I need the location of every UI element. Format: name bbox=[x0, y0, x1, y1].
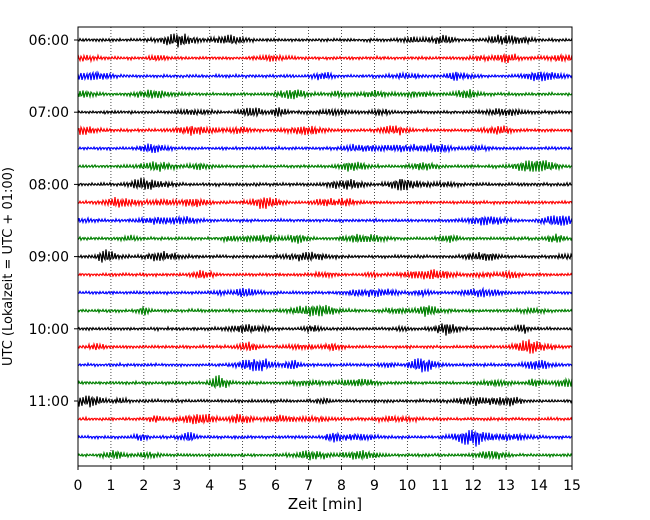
y-axis: 06:00 07:00 08:00 09:00 10:00 11:00 bbox=[29, 33, 78, 410]
trace-line bbox=[77, 89, 573, 100]
x-axis: 0 1 2 3 4 5 6 7 8 9 10 11 12 13 14 15 bbox=[74, 466, 581, 494]
x-tick-label: 8 bbox=[337, 478, 346, 494]
x-tick-label: 6 bbox=[271, 478, 280, 494]
x-tick-label: 10 bbox=[398, 478, 416, 494]
trace-line bbox=[77, 233, 573, 244]
trace-line bbox=[77, 429, 573, 447]
x-tick-label: 13 bbox=[497, 478, 515, 494]
y-axis-label: UTC (Lokalzeit = UTC + 01:00) bbox=[1, 167, 16, 366]
x-tick-label: 15 bbox=[563, 478, 581, 494]
trace-line bbox=[77, 286, 573, 299]
x-tick-label: 2 bbox=[139, 478, 148, 494]
x-tick-label: 12 bbox=[464, 478, 482, 494]
y-tick-label: 09:00 bbox=[29, 250, 69, 266]
trace-line bbox=[77, 107, 573, 118]
trace-line bbox=[77, 304, 573, 317]
x-tick-label: 0 bbox=[74, 478, 83, 494]
trace-line bbox=[77, 197, 573, 209]
trace-line bbox=[77, 143, 573, 154]
trace-line bbox=[77, 413, 573, 425]
y-tick-label: 06:00 bbox=[29, 33, 69, 49]
trace-line bbox=[77, 33, 573, 48]
plot-frame bbox=[77, 26, 573, 467]
trace-line bbox=[77, 339, 573, 354]
seismogram-traces bbox=[77, 33, 573, 461]
trace-line bbox=[77, 269, 573, 280]
y-tick-label: 07:00 bbox=[29, 105, 69, 121]
x-tick-label: 7 bbox=[304, 478, 313, 494]
trace-line bbox=[77, 52, 573, 64]
x-axis-label: Zeit [min] bbox=[288, 495, 362, 513]
trace-line bbox=[77, 375, 573, 390]
x-tick-label: 5 bbox=[238, 478, 247, 494]
x-tick-label: 11 bbox=[431, 478, 449, 494]
trace-line bbox=[77, 160, 573, 172]
trace-line bbox=[77, 450, 573, 461]
y-tick-label: 08:00 bbox=[29, 177, 69, 193]
y-tick-label: 10:00 bbox=[29, 322, 69, 338]
trace-line bbox=[77, 249, 573, 263]
x-tick-label: 9 bbox=[370, 478, 379, 494]
trace-line bbox=[77, 395, 573, 408]
trace-line bbox=[77, 177, 573, 191]
trace-line bbox=[77, 70, 573, 82]
trace-line bbox=[77, 125, 573, 136]
trace-line bbox=[77, 323, 573, 336]
grid-lines bbox=[110, 27, 540, 466]
x-tick-label: 3 bbox=[172, 478, 181, 494]
x-tick-label: 4 bbox=[205, 478, 214, 494]
x-tick-label: 14 bbox=[530, 478, 548, 494]
x-tick-label: 1 bbox=[106, 478, 115, 494]
trace-line bbox=[77, 214, 573, 226]
trace-line bbox=[77, 358, 573, 373]
y-tick-label: 11:00 bbox=[29, 394, 69, 410]
